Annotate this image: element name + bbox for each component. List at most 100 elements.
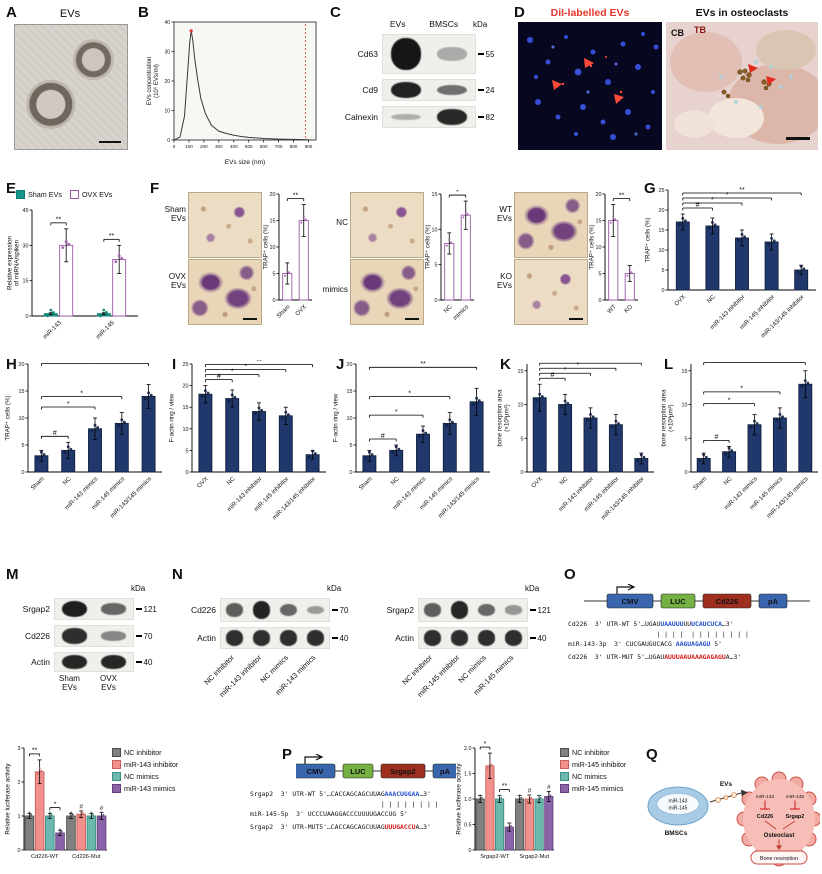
sequence-line: miR-145-5p 3' UCCCUAAGGACCCUUUUGACCUG 5' [250,809,408,818]
svg-text:TRAP⁺ cells (%): TRAP⁺ cells (%) [5,395,12,440]
svg-text:5: 5 [186,448,189,454]
blot-row: Cd9 24 [332,79,510,101]
svg-text:Relative luciferase activity: Relative luciferase activity [5,763,12,835]
blot-kda-marker: 121 [528,606,551,615]
chart-canvas: 0 5 10 15 bone resorption area (×10³μm²) OVX NC… [497,357,654,521]
panel-label-o: O [564,566,576,583]
blot-row: Cd226 70 [10,625,162,647]
svg-text:5: 5 [435,263,438,269]
svg-text:0: 0 [186,470,189,476]
blot-kda-marker: 70 [134,632,152,641]
svg-text:bone resorption area: bone resorption area [497,389,504,447]
panel-label-f: F [150,180,160,197]
svg-text:10: 10 [432,227,438,233]
blot-row: Srgap2 121 [10,598,162,620]
osteoclast-title: EVs in osteoclasts [695,7,789,19]
svg-text:*: * [395,409,398,416]
sequence-line: Cd226 3' UTR-WT 5'…UGAUUAAUUUUUUCAUCUCA…… [568,620,734,628]
blot-strip [418,598,528,622]
trap-image-wt [514,192,588,258]
svg-text:OVX: OVX [294,303,308,317]
mirna-expression-chart: 0 15 30 45 Relative expression of miRNA/spike… [6,204,142,350]
svg-text:**: ** [109,233,115,240]
blot-band [423,630,442,646]
svg-text:900: 900 [305,144,313,149]
svg-text:0: 0 [599,298,602,304]
svg-text:1.0: 1.0 [464,797,472,803]
blot-band [436,84,468,96]
panel-label-l: L [664,356,674,373]
blot-band [436,47,468,61]
legend-item: OVX EVs [69,190,112,199]
svg-text:0: 0 [273,298,276,304]
svg-text:15: 15 [19,389,25,395]
blot-strip [54,625,134,647]
svg-text:Relative expression: Relative expression [7,235,14,290]
svg-text:300: 300 [215,144,223,149]
blot-protein-label: Cd226 [24,631,50,641]
blot-row: Srgap2 121 [378,598,562,622]
svg-text:0: 0 [167,138,170,144]
svg-text:30: 30 [23,243,29,249]
blot-band [504,605,523,615]
blot-kda-marker: 40 [528,634,546,643]
svg-text:*: * [80,390,83,397]
svg-text:5: 5 [350,443,353,449]
trap-chart-sham-ovx: 0 5 10 15 20 TRAP⁺ cells (%) Sham OVX ** [262,190,314,336]
svg-text:NC: NC [442,303,454,315]
svg-text:700: 700 [275,144,283,149]
blot-sham-ovx: kDa Srgap2 121 Cd226 70 Actin 40 Sham EVs OVX EVs [10,582,162,693]
sequence-line: | | | | | | | | | | | | [568,629,749,638]
svg-text:**: ** [619,192,625,199]
blot-strip [382,79,476,101]
kda-header: kDa [525,584,540,593]
svg-text:NC: NC [722,475,734,487]
blot-band [450,630,469,646]
svg-text:15: 15 [659,228,665,234]
svg-text:20: 20 [659,208,665,214]
svg-text:30: 30 [164,50,170,56]
resorption-inhibitor-chart: 0 5 10 15 bone resorption area (×10³μm²) OVX NC… [496,357,658,558]
legend-item: NC inhibitor [112,748,162,757]
svg-text:0: 0 [26,314,29,320]
svg-text:15: 15 [596,219,602,225]
mechanism-schematic: miR-143 miR-145 BMSCs EVs miR-143 miR-14… [647,771,820,867]
svg-text:*: * [728,397,731,404]
legend-item: miR-145 mimics [560,784,624,793]
svg-text:0: 0 [521,470,524,476]
svg-text:15: 15 [432,192,438,198]
chart-canvas: 0 5 10 15 20 TRAP⁺ cells (%) Sham OVX ** [263,192,312,320]
trap-image-ko [514,259,588,325]
legend-item: NC mimics [112,772,159,781]
svg-text:Sham: Sham [30,475,46,491]
blot-protein-label: Actin [395,633,414,643]
svg-text:25: 25 [183,362,189,368]
svg-text:Srgap2-WT: Srgap2-WT [480,854,510,860]
f-label-mimics: mimics [322,285,348,294]
svg-text:CMV: CMV [307,767,324,776]
svg-text:1: 1 [18,814,21,820]
blot-band [61,654,88,670]
cd226-label: Cd226 [757,814,774,820]
svg-text:LUC: LUC [350,767,366,776]
srgap2-binding-sequences: Srgap2 3' UTR-WT 5'…CACCAGCAGCUUAGAAACUG… [250,790,439,833]
svg-text:Srgap2-Mut: Srgap2-Mut [519,854,549,860]
blot-band [100,654,127,670]
svg-text:#: # [714,434,718,441]
trap-image-ovx [188,259,262,325]
svg-text:Sham: Sham [692,475,708,491]
blot-row: Actin 40 [378,627,562,649]
svg-text:2: 2 [18,780,21,786]
blot-band [225,630,244,646]
svg-text:KO: KO [623,303,634,314]
svg-text:NC: NC [225,475,237,487]
svg-text:#: # [550,372,554,379]
blot-band [252,601,271,619]
factin-mimics-chart: 0 5 10 15 20 F-actin ring / view Sham NC miR-143… [332,360,494,558]
resorption-mimics-chart: 0 5 10 15 bone resorption area (×10³μm²) Sham N… [660,356,822,558]
svg-text:15: 15 [183,405,189,411]
svg-text:#: # [528,787,532,794]
